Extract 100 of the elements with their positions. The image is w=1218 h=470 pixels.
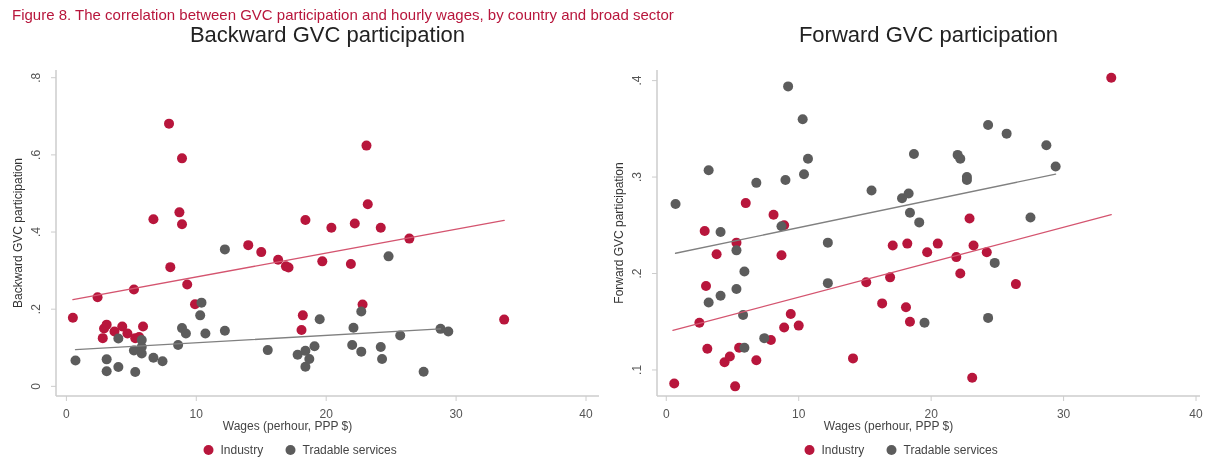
point	[418, 366, 429, 377]
point	[887, 240, 898, 251]
caption: Figure 8. The correlation between GVC participation and hourly wages, by country and broad sector	[12, 6, 674, 23]
point	[1025, 212, 1036, 223]
point	[67, 312, 78, 323]
point	[967, 372, 978, 383]
point	[715, 290, 726, 301]
x-tick-label: 10	[189, 407, 204, 421]
point	[779, 322, 790, 333]
legend-label: Industry	[821, 443, 865, 457]
y-axis-title: Backward GVC participation	[11, 157, 25, 309]
point	[361, 140, 372, 151]
point	[138, 321, 149, 332]
y-tick-label: 0	[29, 382, 43, 390]
point	[219, 325, 230, 336]
point	[113, 333, 124, 344]
point	[776, 250, 787, 261]
point	[1041, 140, 1052, 151]
point	[670, 199, 681, 210]
point	[70, 355, 81, 366]
y-tick-label: .1	[630, 364, 644, 375]
point	[117, 321, 128, 332]
x-tick-label: 0	[662, 407, 670, 421]
point	[955, 153, 966, 164]
point	[731, 245, 742, 256]
x-tick-label: 20	[924, 407, 939, 421]
point	[877, 298, 888, 309]
point	[897, 193, 908, 204]
point	[262, 345, 273, 356]
point	[300, 215, 311, 226]
y-tick-label: .2	[630, 268, 644, 279]
point	[345, 259, 356, 270]
point	[885, 272, 896, 283]
point	[200, 328, 211, 339]
point	[759, 333, 770, 344]
point	[101, 319, 112, 330]
y-tick-label: .3	[630, 171, 644, 183]
point	[165, 262, 176, 273]
point	[914, 217, 925, 228]
point	[739, 342, 750, 353]
point	[968, 240, 979, 251]
point	[113, 362, 124, 373]
point	[97, 333, 108, 344]
y-axis-title: Forward GVC participation	[612, 162, 626, 304]
x-tick-label: 40	[1189, 407, 1204, 421]
point	[377, 353, 388, 364]
point	[699, 226, 710, 237]
point	[292, 349, 303, 360]
point	[908, 148, 919, 159]
point	[362, 199, 373, 210]
point	[751, 177, 762, 188]
point	[148, 214, 159, 225]
point	[375, 342, 386, 352]
point	[196, 297, 207, 308]
point	[783, 81, 794, 92]
point	[793, 320, 804, 331]
point	[1001, 128, 1012, 139]
x-tick-label: 0	[63, 407, 71, 421]
point	[964, 213, 975, 224]
chart-title: Backward GVC participation	[189, 22, 466, 47]
point	[955, 268, 966, 279]
point	[903, 188, 914, 199]
point	[904, 316, 915, 327]
point	[309, 341, 320, 352]
point	[164, 118, 175, 129]
point	[902, 238, 913, 249]
y-tick-label: .4	[630, 75, 644, 86]
point	[499, 314, 510, 325]
point	[101, 366, 112, 377]
point	[180, 328, 191, 339]
point	[922, 247, 933, 258]
y-tick-label: .6	[29, 149, 43, 160]
point	[296, 325, 307, 336]
point	[799, 169, 810, 180]
point	[101, 354, 112, 365]
point	[866, 185, 877, 196]
point	[356, 346, 367, 357]
point	[304, 353, 315, 364]
point	[256, 247, 267, 258]
point	[148, 352, 159, 363]
point	[715, 227, 726, 238]
point	[802, 153, 813, 164]
point	[711, 249, 722, 260]
point	[347, 340, 358, 351]
point	[848, 353, 859, 364]
point	[375, 222, 386, 233]
point	[174, 207, 185, 218]
point	[157, 356, 168, 367]
point	[297, 310, 308, 321]
point	[443, 326, 454, 337]
point	[919, 317, 930, 328]
point	[702, 343, 713, 354]
point	[989, 257, 1000, 268]
legend-label: Tradable services	[302, 443, 397, 457]
y-tick-label: .2	[29, 303, 43, 315]
x-tick-label: 30	[449, 407, 464, 421]
point	[904, 207, 915, 218]
point	[130, 367, 141, 378]
point	[730, 381, 741, 392]
point	[300, 361, 311, 372]
